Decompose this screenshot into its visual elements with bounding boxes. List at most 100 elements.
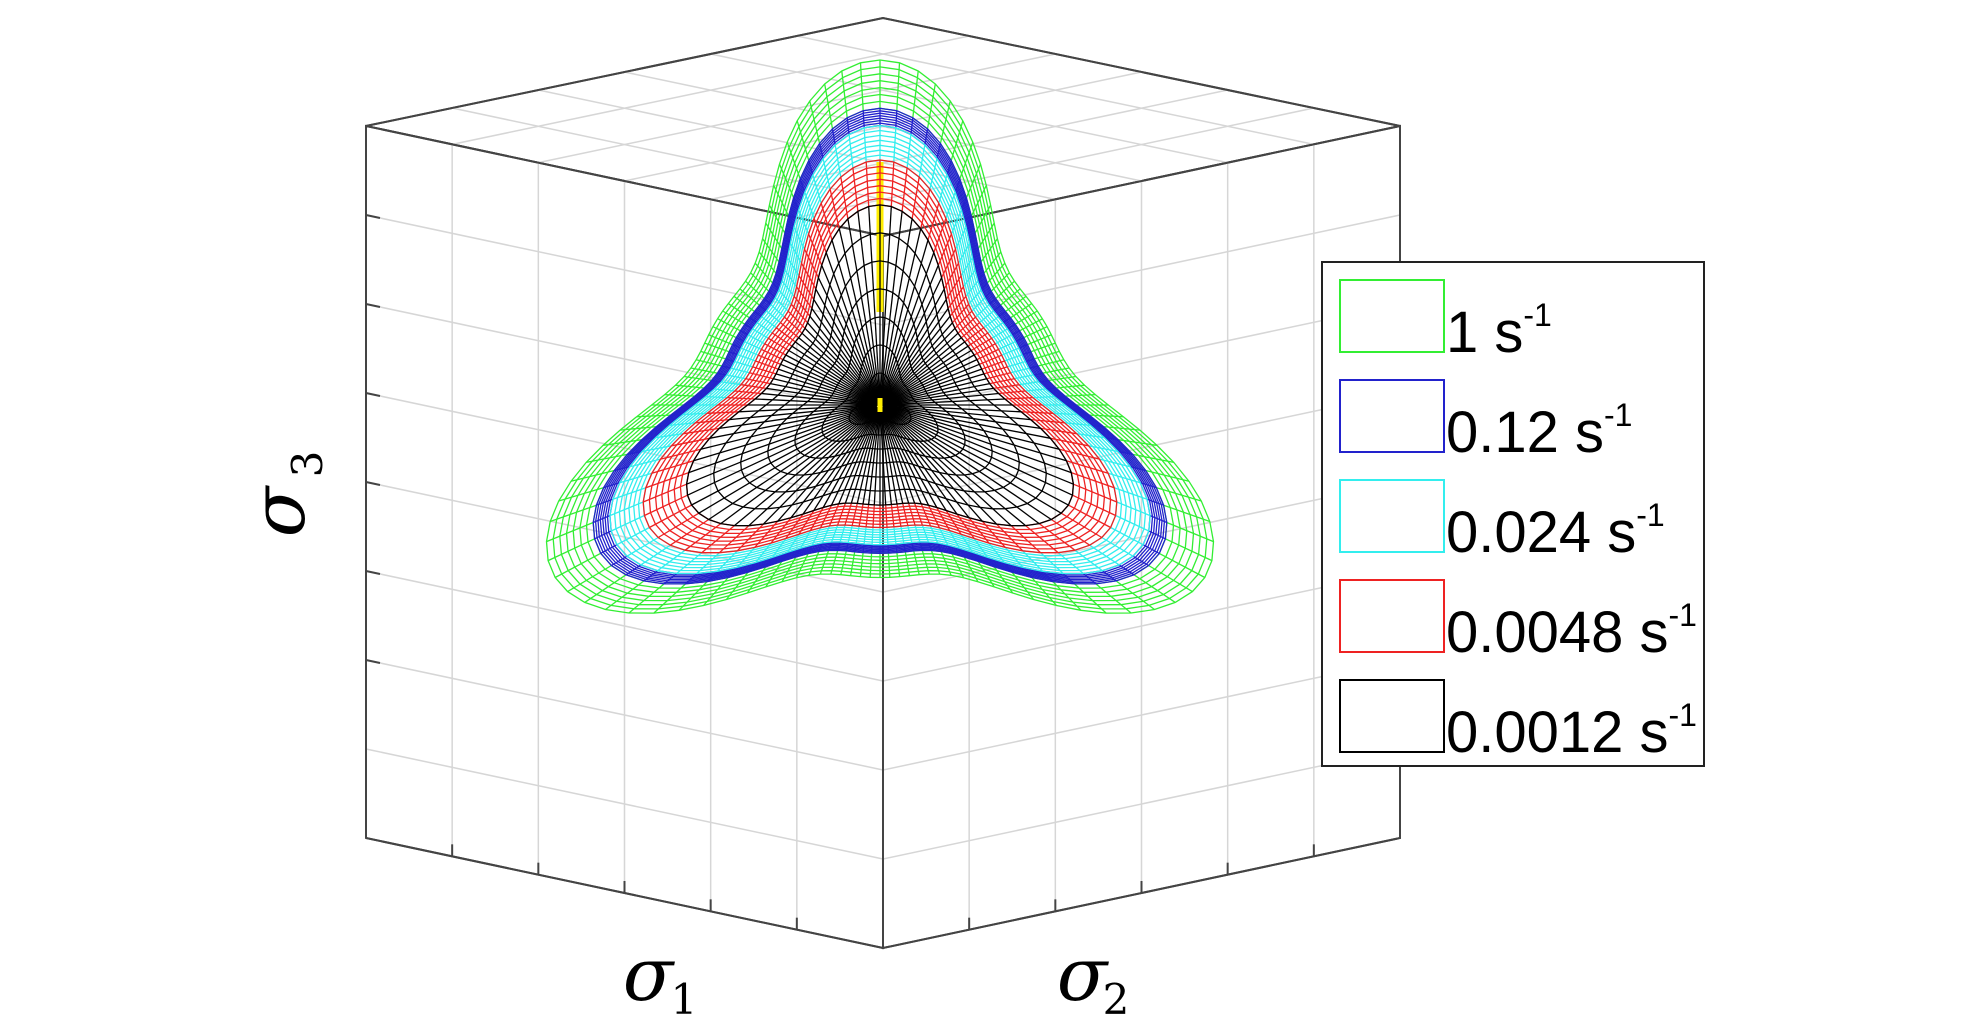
- mesh-radial: [1095, 583, 1132, 614]
- legend-swatch: [1339, 379, 1445, 453]
- mesh-radial: [1101, 536, 1134, 557]
- mesh-radial: [712, 326, 737, 339]
- mesh-radial: [778, 289, 792, 305]
- mesh-radial: [696, 359, 723, 367]
- mesh-radial: [754, 310, 763, 318]
- mesh-radial: [754, 262, 774, 284]
- mesh-radial: [1019, 318, 1043, 332]
- mesh-radial: [838, 228, 880, 402]
- mesh-radial: [773, 185, 790, 217]
- mesh-radial: [938, 174, 948, 204]
- mesh-radial: [657, 549, 686, 572]
- mesh-radial: [708, 406, 877, 521]
- mesh-radial: [880, 406, 938, 508]
- mesh-radial: [881, 373, 985, 406]
- mesh-radial: [744, 341, 762, 350]
- mesh-radial: [883, 405, 1074, 485]
- mesh-radial: [1163, 504, 1211, 523]
- mesh-radial: [986, 556, 995, 568]
- mesh-radial: [804, 327, 879, 404]
- mesh-radial: [594, 530, 612, 540]
- mesh-radial: [907, 502, 916, 526]
- mesh-radial: [954, 178, 961, 193]
- mesh-radial: [940, 551, 952, 576]
- mesh-radial: [1010, 525, 1042, 554]
- mesh-radial: [825, 252, 880, 403]
- mesh-radial: [957, 316, 976, 334]
- mesh-radial: [1082, 573, 1097, 585]
- mesh-radial: [911, 176, 920, 219]
- mesh-radial: [734, 390, 762, 395]
- mesh-radial: [1028, 365, 1039, 369]
- mesh-radial: [762, 406, 879, 525]
- mesh-radial: [857, 211, 881, 402]
- mesh-radial: [808, 160, 814, 175]
- mesh-radial: [625, 564, 642, 576]
- mesh-radial: [959, 141, 974, 180]
- mesh-radial: [881, 345, 969, 405]
- mesh-radial: [808, 233, 823, 266]
- mesh-radial: [927, 504, 940, 528]
- mesh-radial: [755, 542, 772, 563]
- mesh-radial: [912, 70, 919, 118]
- mesh-radial: [869, 553, 873, 578]
- mesh-radial: [881, 332, 959, 405]
- mesh-radial: [859, 552, 864, 577]
- mesh-radial: [738, 404, 878, 413]
- grid-line: [365, 748, 884, 860]
- legend-label: 0.024 s-1: [1446, 497, 1665, 565]
- mesh-radial: [802, 406, 880, 515]
- mesh-radial: [600, 544, 618, 554]
- mesh-radial: [795, 553, 809, 579]
- mesh-radial: [867, 406, 881, 505]
- mesh-radial: [651, 460, 694, 474]
- mesh-radial: [788, 349, 879, 405]
- mesh-radial: [936, 542, 942, 552]
- mesh-radial: [793, 226, 806, 250]
- mesh-radial: [785, 513, 804, 539]
- mesh-radial: [1031, 577, 1057, 606]
- mesh-radial: [881, 349, 972, 405]
- mesh-radial: [971, 297, 986, 312]
- mesh-radial: [821, 525, 831, 544]
- mesh-radial: [758, 251, 777, 274]
- mesh-radial: [882, 404, 1022, 413]
- mesh-radial: [1133, 574, 1176, 603]
- mesh-radial: [1040, 427, 1077, 435]
- mesh-radial: [1048, 375, 1076, 382]
- mesh-radial: [690, 367, 718, 374]
- mesh-radial: [983, 251, 1002, 274]
- mesh-radial: [1042, 570, 1054, 583]
- mesh-radial: [1156, 486, 1202, 502]
- mesh-radial: [762, 238, 780, 263]
- mesh-radial: [755, 360, 779, 370]
- grid-line: [365, 570, 884, 682]
- axis-tick: [365, 659, 381, 664]
- legend-box: [1321, 261, 1705, 767]
- mesh-radial: [896, 552, 901, 577]
- mesh-radial: [787, 310, 806, 329]
- mesh-radial: [1018, 381, 1039, 386]
- grid-line: [365, 303, 884, 415]
- legend-swatch: [1339, 579, 1445, 653]
- mesh-radial: [852, 167, 859, 212]
- mesh-radial: [1022, 566, 1033, 578]
- mesh-radial: [929, 525, 939, 544]
- mesh-radial: [1166, 521, 1214, 543]
- mesh-radial: [812, 174, 822, 204]
- mesh-radial: [880, 308, 949, 404]
- mesh-radial: [945, 275, 962, 300]
- mesh-radial: [1118, 439, 1158, 447]
- mesh-radial: [859, 62, 864, 111]
- mesh-radial: [824, 83, 834, 130]
- surface-0: [545, 59, 1215, 614]
- mesh-radial: [725, 358, 735, 363]
- mesh-radial: [1001, 347, 1020, 356]
- mesh-radial: [670, 413, 683, 416]
- mesh-radial: [881, 341, 966, 405]
- mesh-radial: [881, 368, 982, 405]
- mesh-radial: [960, 257, 974, 277]
- mesh-radial: [862, 406, 881, 505]
- mesh-radial: [919, 541, 923, 551]
- mesh-radial: [1148, 564, 1193, 593]
